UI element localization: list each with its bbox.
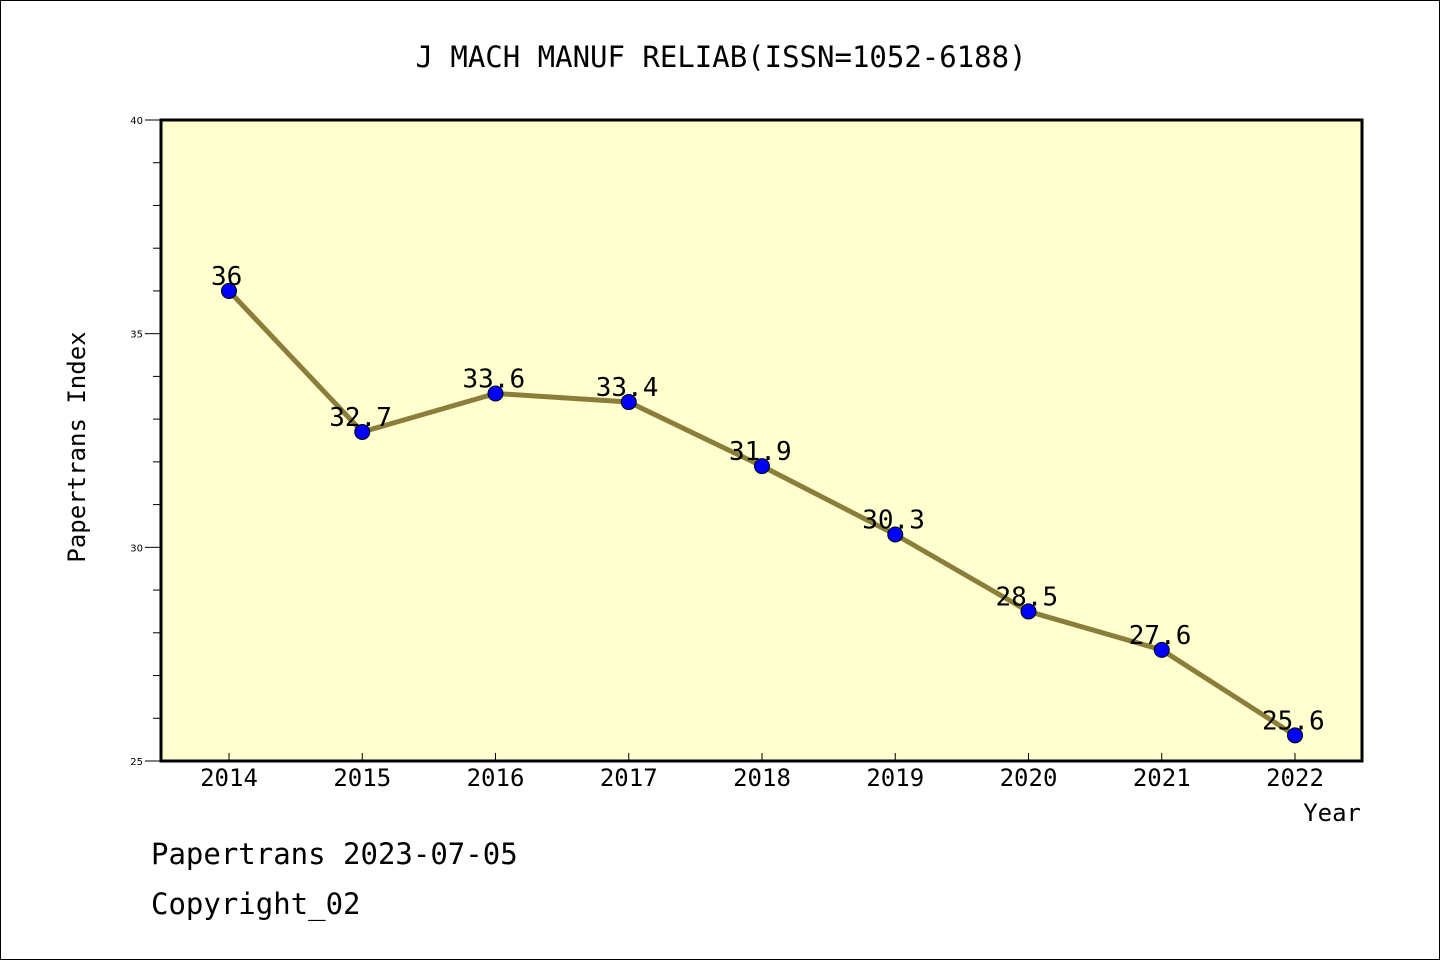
data-label: 36 [211, 262, 242, 292]
data-label: 30.3 [862, 506, 925, 536]
data-point [221, 282, 237, 299]
data-label: 33.6 [463, 364, 526, 394]
y-tick-label: 30 [130, 543, 143, 554]
x-axis-label: Year [1303, 799, 1361, 827]
chart-title: J MACH MANUF RELIAB(ISSN=1052-6188) [415, 40, 1026, 74]
x-tick-label: 2020 [1000, 764, 1058, 792]
y-tick-label: 40 [130, 116, 143, 127]
x-tick-label: 2016 [467, 764, 525, 792]
data-point [1020, 603, 1037, 620]
data-point [354, 423, 371, 440]
y-tick-label: 25 [130, 757, 143, 768]
data-label: 32.7 [329, 403, 392, 433]
data-point [487, 385, 504, 402]
data-point [754, 458, 770, 475]
x-tick-label: 2017 [600, 764, 658, 792]
data-point [1287, 727, 1303, 744]
y-tick-label: 35 [130, 330, 143, 341]
x-tick-label: 2014 [200, 764, 258, 792]
footer-date: Papertrans 2023-07-05 [151, 837, 518, 871]
data-point [620, 394, 637, 411]
x-tick-label: 2021 [1133, 764, 1191, 792]
x-tick-label: 2018 [733, 764, 791, 792]
data-label: 27.6 [1129, 621, 1192, 651]
data-label: 31.9 [729, 437, 792, 467]
data-label: 33.4 [596, 373, 659, 403]
x-axis: 2014 2015 2016 2017 2018 2019 2020 2021 2022 [200, 753, 1324, 792]
series: 36 32.7 33.6 33.4 31.9 30.3 28.5 27.6 25.6 [211, 262, 1325, 744]
x-tick-label: 2015 [333, 764, 391, 792]
data-label: 25.6 [1262, 706, 1325, 736]
x-tick-label: 2019 [866, 764, 924, 792]
y-axis: 25 30 35 40 [130, 116, 161, 768]
data-point [887, 526, 904, 543]
y-axis-label: Papertrans Index [63, 331, 91, 562]
x-tick-label: 2022 [1266, 764, 1324, 792]
data-point [1153, 641, 1170, 658]
footer-copyright: Copyright_02 [151, 887, 361, 921]
data-label: 28.5 [996, 582, 1059, 612]
